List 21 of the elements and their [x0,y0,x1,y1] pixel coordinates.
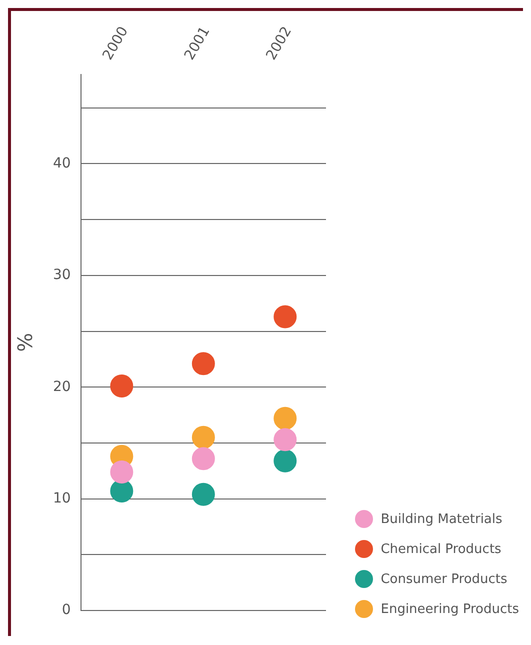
point [274,305,297,328]
legend-label: Building Matetrials [380,512,502,526]
y-tick-label: 10 [52,490,71,506]
y-axis-title: % [13,332,38,352]
point [110,374,134,398]
point [110,480,134,503]
point [110,460,134,484]
point [274,428,297,452]
y-tick-label: 30 [52,267,71,284]
y-tick-label: 20 [52,378,71,395]
y-tick-label: 40 [52,155,71,172]
legend-label: Chemical Products [380,542,502,556]
point [192,352,215,376]
point [192,426,215,449]
legend-label: Engineering Products [380,602,519,616]
y-tick-label: 0 [62,602,71,618]
point [274,406,297,430]
point [192,482,215,506]
point [192,447,215,470]
legend-label: Consumer Products [380,572,508,586]
point [274,449,297,472]
